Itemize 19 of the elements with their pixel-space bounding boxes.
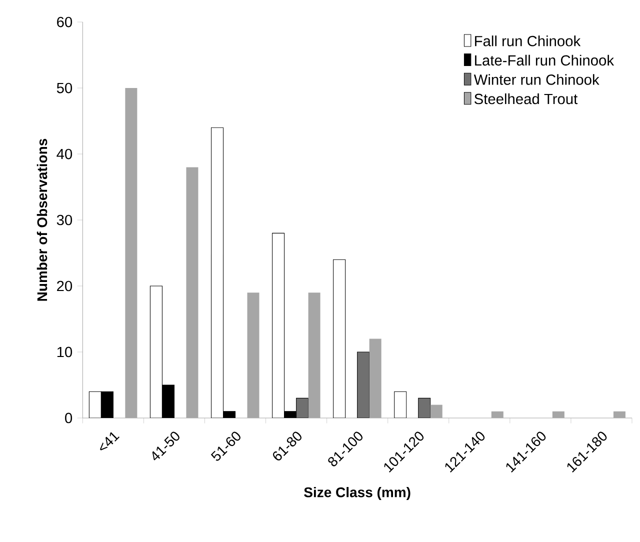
x-axis-title: Size Class (mm) (304, 486, 410, 500)
legend-label: Fall run Chinook (475, 36, 581, 46)
x-tick-label: <41 (100, 432, 120, 450)
bar (357, 352, 370, 418)
bar (418, 398, 431, 418)
y-tick-label: 30 (56, 214, 72, 226)
legend-label: Late-Fall run Chinook (475, 54, 614, 66)
bar (333, 259, 346, 418)
y-tick-label: 10 (57, 346, 72, 358)
y-axis-title: Number of Observations (36, 138, 48, 301)
bar (394, 391, 407, 418)
y-tick-label: 40 (56, 148, 72, 160)
y-tick-label: 0 (65, 412, 72, 424)
y-tick-label: 60 (57, 16, 72, 28)
bar (296, 398, 309, 418)
legend-label: Winter run Chinook (474, 74, 600, 85)
legend-label: Steelhead Trout (474, 93, 578, 104)
y-tick-label: 20 (57, 280, 72, 292)
y-tick-label: 50 (56, 82, 72, 94)
